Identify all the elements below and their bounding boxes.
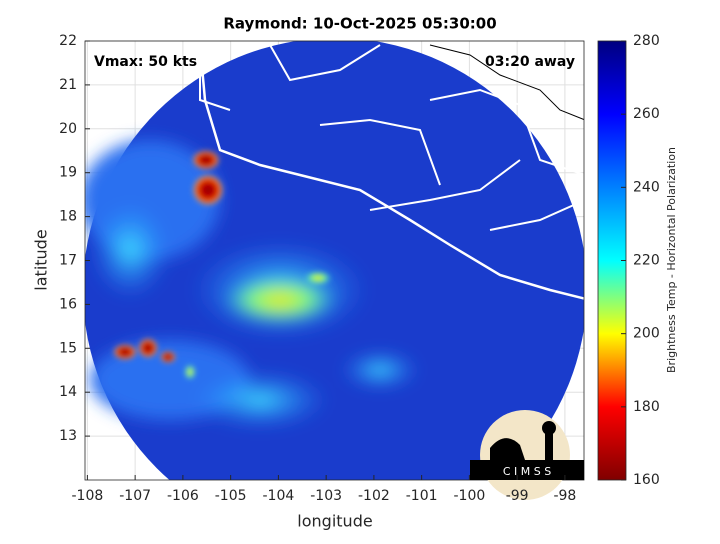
- satellite-image: [85, 41, 584, 480]
- x-tick-label: -108: [71, 488, 103, 504]
- colorbar-tick-label: 180: [633, 399, 660, 415]
- x-tick-label: -104: [263, 488, 295, 504]
- colorbar-tick-label: 260: [633, 106, 660, 122]
- logo-text: C I M S S: [503, 465, 551, 478]
- colorbar-label: Brightness Temp - Horizontal Polarizatio…: [665, 147, 678, 373]
- colorbar-tick-label: 200: [633, 326, 660, 342]
- colorbar-tick-label: 280: [633, 33, 660, 49]
- x-tick-label: -107: [119, 488, 151, 504]
- y-tick-label: 16: [59, 296, 77, 312]
- y-tick-label: 17: [59, 253, 77, 269]
- colorbar-tick-label: 220: [633, 253, 660, 269]
- x-axis-label: longitude: [297, 512, 372, 531]
- y-tick-label: 19: [59, 165, 77, 181]
- y-tick-label: 20: [59, 121, 77, 137]
- colorbar-tick-label: 240: [633, 179, 660, 195]
- y-tick-label: 15: [59, 340, 77, 356]
- y-axis-label: latitude: [32, 229, 51, 290]
- x-tick-label: -99: [506, 488, 529, 504]
- y-tick-label: 13: [59, 428, 77, 444]
- chart-title: Raymond: 10-Oct-2025 05:30:00: [223, 15, 496, 33]
- annotation: Vmax: 50 kts: [94, 54, 197, 70]
- colorbar-tick-label: 160: [633, 472, 660, 488]
- annotation: 03:20 away: [485, 54, 575, 70]
- x-tick-label: -106: [167, 488, 199, 504]
- y-tick-label: 21: [59, 77, 77, 93]
- x-tick-label: -102: [358, 488, 390, 504]
- x-tick-label: -100: [454, 488, 486, 504]
- x-tick-label: -101: [406, 488, 438, 504]
- y-tick-label: 14: [59, 384, 77, 400]
- x-tick-label: -105: [215, 488, 247, 504]
- x-tick-label: -103: [310, 488, 342, 504]
- y-tick-label: 18: [59, 209, 77, 225]
- x-tick-label: -98: [553, 488, 576, 504]
- logo: C I M S S: [470, 410, 584, 500]
- y-tick-label: 22: [59, 33, 77, 49]
